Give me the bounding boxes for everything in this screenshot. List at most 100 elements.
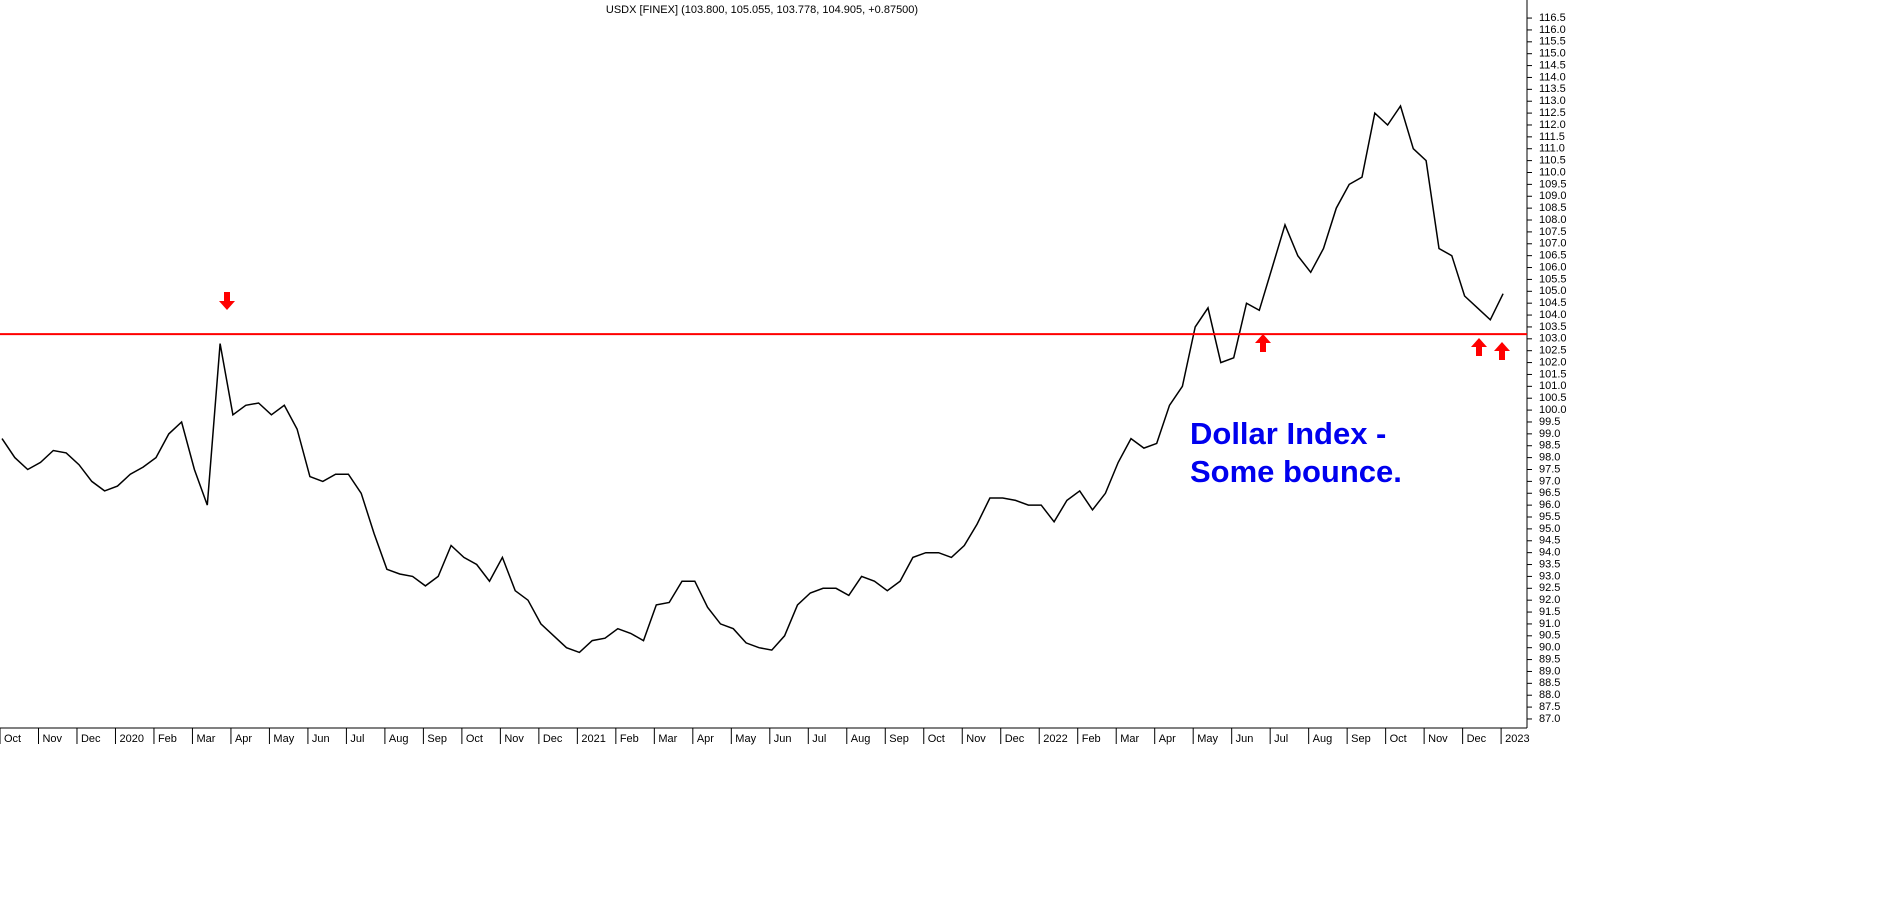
y-tick-label: 89.0 — [1539, 665, 1560, 677]
x-tick-label: Mar — [658, 733, 677, 745]
price-line — [1, 104, 1504, 654]
y-tick-label: 111.0 — [1539, 143, 1565, 155]
y-tick-label: 97.5 — [1539, 463, 1560, 475]
x-tick-label: Feb — [158, 733, 177, 745]
y-tick-label: 101.0 — [1539, 380, 1567, 392]
y-tick-label: 99.5 — [1539, 416, 1560, 428]
y-tick-label: 112.0 — [1539, 119, 1566, 131]
y-tick-label: 102.0 — [1539, 356, 1567, 368]
y-tick-label: 113.0 — [1539, 95, 1566, 107]
x-tick-label: Apr — [235, 733, 252, 745]
annotation: Some bounce. — [1190, 454, 1402, 489]
y-tick-label: 100.5 — [1539, 392, 1567, 404]
y-tick-label: 104.0 — [1539, 309, 1567, 321]
annotation: Dollar Index - — [1190, 416, 1386, 451]
x-tick-label: Nov — [504, 733, 524, 745]
y-tick-label: 102.5 — [1539, 345, 1567, 357]
arrow-up — [1494, 342, 1510, 360]
y-tick-label: 103.5 — [1539, 321, 1567, 333]
x-tick-label: Apr — [697, 733, 714, 745]
x-tick-label: Jul — [350, 733, 364, 745]
x-tick-label: Nov — [42, 733, 62, 745]
y-tick-label: 112.5 — [1539, 107, 1566, 119]
y-tick-label: 106.0 — [1539, 261, 1567, 273]
x-tick-label: Jun — [774, 733, 792, 745]
y-tick-label: 96.5 — [1539, 487, 1560, 499]
x-tick-label: Jul — [812, 733, 826, 745]
x-tick-label: Jun — [1236, 733, 1254, 745]
x-tick-label: Jul — [1274, 733, 1288, 745]
y-tick-label: 89.5 — [1539, 653, 1560, 665]
y-tick-label: 110.5 — [1539, 155, 1566, 167]
x-tick-label: Jun — [312, 733, 330, 745]
y-tick-label: 116.0 — [1539, 24, 1566, 36]
y-tick-label: 91.0 — [1539, 618, 1560, 630]
y-tick-label: 101.5 — [1539, 368, 1567, 380]
arrow-up — [1255, 334, 1271, 352]
y-tick-label: 99.0 — [1539, 428, 1560, 440]
x-tick-label: 2023 — [1505, 733, 1529, 745]
arrow-up — [1471, 338, 1487, 356]
y-tick-label: 111.5 — [1539, 131, 1565, 143]
x-tick-label: Nov — [966, 733, 986, 745]
y-tick-label: 88.5 — [1539, 677, 1560, 689]
x-tick-label: Oct — [4, 733, 21, 745]
y-tick-label: 107.5 — [1539, 226, 1567, 238]
x-tick-label: 2020 — [119, 733, 143, 745]
y-tick-label: 108.5 — [1539, 202, 1567, 214]
arrow-down — [219, 292, 235, 310]
y-tick-label: 110.0 — [1539, 166, 1566, 178]
x-tick-label: Aug — [1313, 733, 1333, 745]
y-tick-label: 109.0 — [1539, 190, 1567, 202]
y-tick-label: 114.5 — [1539, 59, 1566, 71]
y-tick-label: 98.5 — [1539, 440, 1560, 452]
y-tick-label: 103.0 — [1539, 333, 1567, 345]
y-tick-label: 107.0 — [1539, 238, 1567, 250]
y-tick-label: 115.5 — [1539, 36, 1566, 48]
x-tick-label: Sep — [889, 733, 909, 745]
x-tick-label: Mar — [1120, 733, 1139, 745]
x-tick-label: Oct — [928, 733, 945, 745]
x-tick-label: Feb — [1082, 733, 1101, 745]
chart-title: USDX [FINEX] (103.800, 105.055, 103.778,… — [606, 4, 918, 16]
y-tick-label: 90.0 — [1539, 642, 1560, 654]
y-tick-label: 114.0 — [1539, 71, 1566, 83]
y-tick-label: 92.0 — [1539, 594, 1560, 606]
y-tick-label: 95.5 — [1539, 511, 1560, 523]
y-tick-label: 94.0 — [1539, 547, 1560, 559]
x-tick-label: Feb — [620, 733, 639, 745]
x-tick-label: Dec — [1467, 733, 1487, 745]
y-tick-label: 100.0 — [1539, 404, 1567, 416]
y-tick-label: 105.0 — [1539, 285, 1567, 297]
y-tick-label: 96.0 — [1539, 499, 1560, 511]
y-tick-label: 95.0 — [1539, 523, 1560, 535]
y-tick-label: 87.0 — [1539, 713, 1560, 725]
y-tick-label: 93.0 — [1539, 570, 1560, 582]
y-tick-label: 104.5 — [1539, 297, 1567, 309]
y-tick-label: 113.5 — [1539, 83, 1566, 95]
y-tick-label: 94.5 — [1539, 535, 1560, 547]
x-tick-label: Sep — [427, 733, 447, 745]
y-tick-label: 90.5 — [1539, 630, 1560, 642]
y-tick-label: 93.5 — [1539, 558, 1560, 570]
x-tick-label: Oct — [1390, 733, 1407, 745]
y-tick-label: 97.0 — [1539, 475, 1560, 487]
y-tick-label: 87.5 — [1539, 701, 1560, 713]
x-tick-label: Apr — [1159, 733, 1176, 745]
y-tick-label: 115.0 — [1539, 48, 1566, 60]
x-tick-label: Oct — [466, 733, 483, 745]
y-tick-label: 91.5 — [1539, 606, 1560, 618]
x-tick-label: 2021 — [581, 733, 605, 745]
x-tick-label: 2022 — [1043, 733, 1067, 745]
y-tick-label: 109.5 — [1539, 178, 1567, 190]
x-tick-label: Nov — [1428, 733, 1448, 745]
y-tick-label: 108.0 — [1539, 214, 1567, 226]
y-tick-label: 88.0 — [1539, 689, 1560, 701]
y-tick-label: 106.5 — [1539, 250, 1567, 262]
x-tick-label: Aug — [851, 733, 871, 745]
x-tick-label: May — [735, 733, 756, 745]
arrows — [219, 292, 1510, 360]
x-tick-label: May — [273, 733, 294, 745]
